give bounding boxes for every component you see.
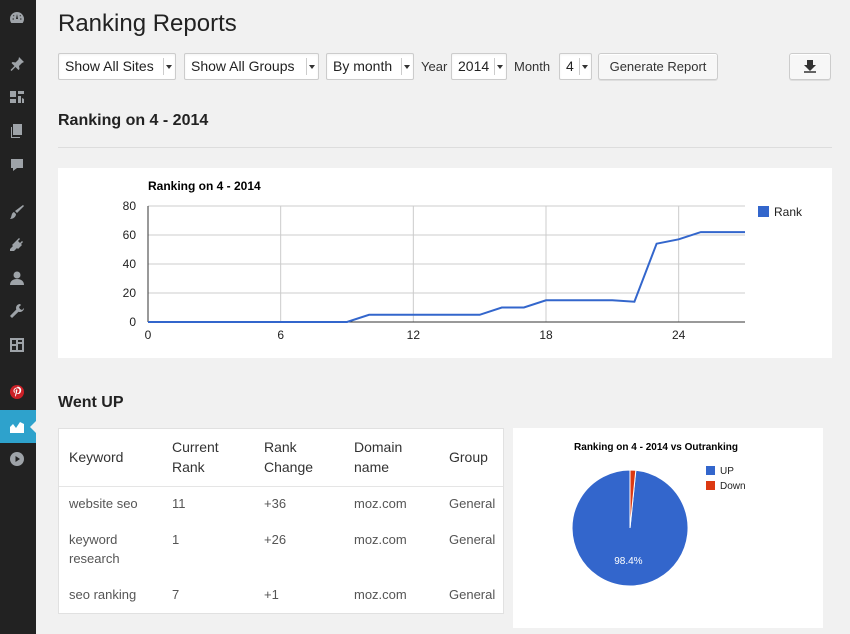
cell-group: General [449, 496, 496, 511]
legend-swatch [758, 206, 769, 217]
comments-icon[interactable] [8, 156, 26, 174]
month-label: Month [514, 59, 551, 74]
cell-keyword: website seo [69, 496, 138, 511]
page-title: Ranking Reports [58, 10, 237, 37]
pages-icon[interactable] [8, 122, 26, 140]
play-icon[interactable] [8, 450, 26, 468]
pin-icon[interactable] [8, 55, 26, 73]
ranking-line-chart: Ranking on 4 - 2014 0 20 40 60 80 0 6 12 18 24 Rank [58, 168, 832, 358]
cell-current-rank: 7 [172, 587, 180, 602]
users-icon[interactable] [8, 269, 26, 287]
went-up-section-title: Went UP [58, 394, 124, 411]
groups-select[interactable]: Show All Groups [184, 53, 319, 80]
year-select[interactable]: 2014 [451, 53, 507, 80]
cell-domain: moz.com [354, 532, 407, 547]
series-line-rank [148, 231, 745, 323]
download-icon [804, 60, 816, 73]
generate-report-button[interactable]: Generate Report [598, 53, 718, 80]
legend-label: Rank [774, 205, 803, 219]
cell-domain: moz.com [354, 496, 407, 511]
pie-slice-down [629, 469, 637, 529]
cell-rank-change: +1 [264, 587, 279, 602]
ranking-pie-chart: Ranking on 4 - 2014 vs Outranking 98.4% UP… [513, 428, 823, 628]
cell-group: General [449, 532, 496, 547]
year-label: Year [421, 59, 448, 74]
tools-icon[interactable] [8, 302, 26, 320]
cell-domain: moz.com [354, 587, 407, 602]
header-current-rank: Current Rank [172, 437, 219, 477]
header-divider [59, 486, 503, 487]
header-domain-name: Domain name [354, 437, 402, 477]
cell-keyword: keyword research [69, 530, 120, 568]
chevron-down-icon [306, 58, 316, 75]
dashboard-icon[interactable] [8, 9, 26, 27]
period-select[interactable]: By month [326, 53, 414, 80]
groups-select-value: Show All Groups [191, 58, 295, 74]
x-tick-label: 12 [407, 328, 421, 342]
chevron-down-icon [579, 58, 589, 75]
month-select[interactable]: 4 [559, 53, 592, 80]
cell-rank-change: +26 [264, 532, 287, 547]
line-chart-svg: Ranking on 4 - 2014 0 20 40 60 80 0 6 12 18 24 Rank [123, 179, 803, 342]
ranking-icon[interactable] [8, 417, 26, 435]
admin-sidebar [0, 0, 37, 634]
y-tick-label: 80 [123, 199, 137, 213]
header-domain-name-line2: name [354, 459, 390, 475]
header-current-rank-line1: Current [172, 439, 219, 455]
header-group: Group [449, 449, 488, 465]
pie-legend-swatch [706, 466, 715, 475]
pinterest-icon[interactable] [8, 383, 26, 401]
chevron-down-icon [494, 58, 504, 75]
y-tick-label: 20 [123, 286, 137, 300]
appearance-icon[interactable] [8, 203, 26, 221]
pie-legend-label: UP [720, 466, 734, 477]
header-current-rank-line2: Rank [172, 459, 205, 475]
cell-current-rank: 11 [172, 496, 186, 511]
pie-chart-svg: Ranking on 4 - 2014 vs Outranking 98.4% UP… [571, 442, 746, 587]
pie-title: Ranking on 4 - 2014 vs Outranking [574, 442, 738, 453]
header-keyword: Keyword [69, 449, 124, 465]
cell-group: General [449, 587, 496, 602]
export-button[interactable] [789, 53, 831, 80]
pie-legend-label: Down [720, 481, 746, 492]
cell-keyword-line1: keyword [69, 532, 118, 547]
header-rank-change: Rank Change [264, 437, 313, 477]
chevron-down-icon [163, 58, 173, 75]
cell-current-rank: 1 [172, 532, 180, 547]
sites-select-value: Show All Sites [65, 58, 154, 74]
cell-keyword-line2: research [69, 551, 120, 566]
header-rank-change-line1: Rank [264, 439, 297, 455]
ranking-section-title: Ranking on 4 - 2014 [58, 112, 209, 129]
pie-legend-swatch [706, 481, 715, 490]
settings-icon[interactable] [8, 336, 26, 354]
y-tick-label: 60 [123, 228, 137, 242]
x-tick-label: 18 [539, 328, 553, 342]
x-tick-label: 6 [277, 328, 284, 342]
section-divider [58, 147, 832, 148]
went-up-table: Keyword Current Rank Rank Change Domain nam… [58, 428, 504, 614]
year-select-value: 2014 [458, 58, 490, 74]
chart-title: Ranking on 4 - 2014 [148, 179, 261, 193]
report-toolbar: Show All Sites Show All Groups By month … [58, 53, 832, 81]
y-tick-label: 40 [123, 257, 137, 271]
cell-keyword: seo ranking [69, 587, 137, 602]
period-select-value: By month [333, 58, 393, 74]
month-select-value: 4 [566, 58, 574, 74]
x-tick-label: 0 [145, 328, 152, 342]
x-tick-label: 24 [672, 328, 686, 342]
plugins-icon[interactable] [8, 236, 26, 254]
header-domain-name-line1: Domain [354, 439, 403, 455]
chevron-down-icon [401, 58, 411, 75]
header-rank-change-line2: Change [264, 459, 314, 475]
cell-rank-change: +36 [264, 496, 287, 511]
media-icon[interactable] [8, 88, 26, 106]
sites-select[interactable]: Show All Sites [58, 53, 176, 80]
pie-slice-label: 98.4% [614, 556, 642, 567]
y-tick-label: 0 [129, 315, 136, 329]
